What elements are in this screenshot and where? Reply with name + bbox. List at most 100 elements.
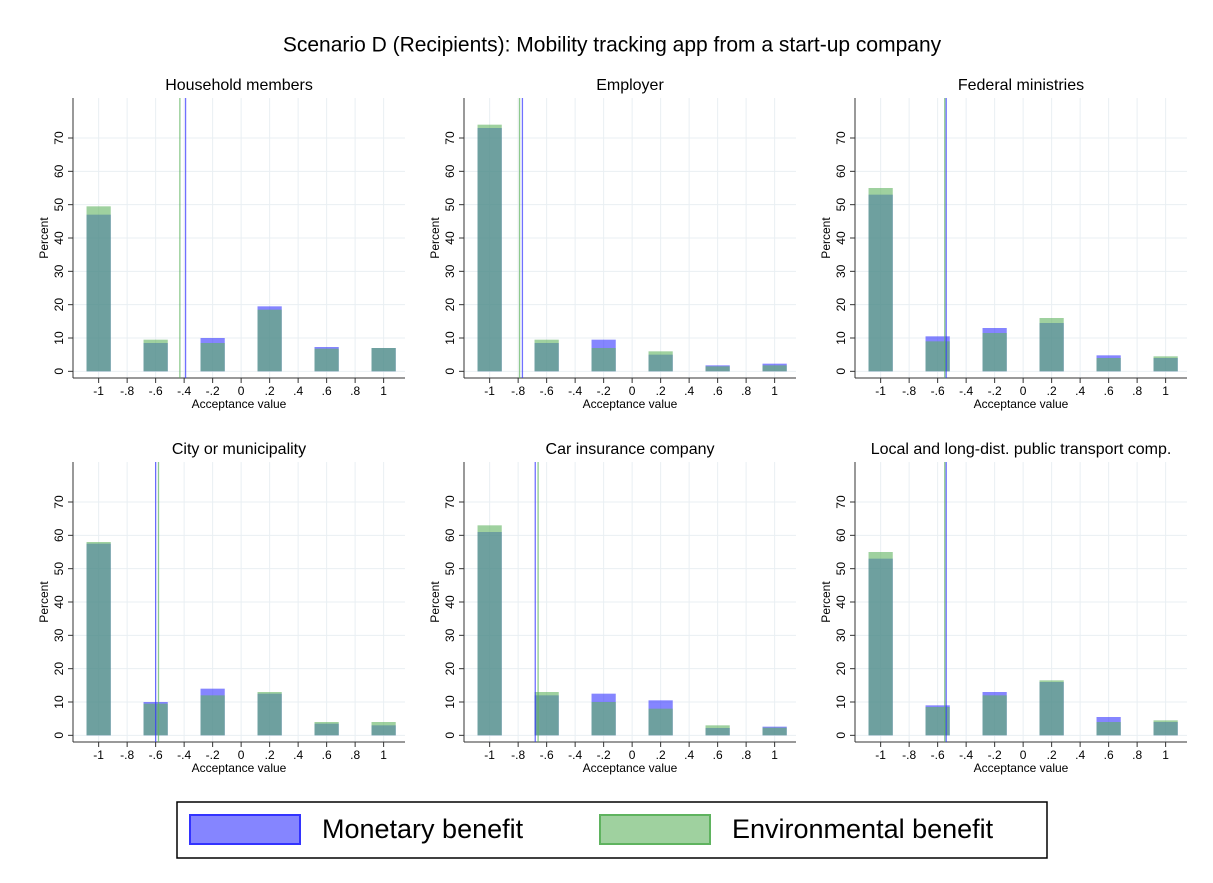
x-tick-label: -.8: [511, 748, 525, 762]
x-tick-label: -.4: [568, 384, 582, 398]
y-tick-label: 40: [443, 595, 457, 609]
x-axis-label: Acceptance value: [192, 761, 287, 775]
y-tick-label: 70: [834, 495, 848, 509]
x-tick-label: -.4: [177, 748, 191, 762]
x-tick-label: 1: [771, 384, 778, 398]
x-tick-label: .4: [1075, 384, 1085, 398]
bar: [705, 366, 730, 372]
y-tick-label: 0: [834, 732, 848, 739]
y-tick-label: 40: [52, 231, 66, 245]
x-tick-label: .6: [322, 384, 332, 398]
y-tick-label: 50: [52, 562, 66, 576]
y-tick-label: 30: [52, 264, 66, 278]
bar: [257, 309, 282, 372]
legend-key: [599, 814, 711, 845]
y-axis-label: Percent: [37, 581, 51, 623]
y-axis-label: Percent: [428, 217, 442, 259]
bar: [86, 206, 111, 372]
y-tick-label: 10: [52, 695, 66, 709]
y-tick-label: 0: [443, 732, 457, 739]
x-tick-label: 0: [1020, 748, 1027, 762]
y-tick-label: 50: [834, 562, 848, 576]
bar: [257, 692, 282, 736]
x-tick-label: .4: [293, 384, 303, 398]
y-tick-label: 20: [443, 298, 457, 312]
x-tick-label: -.4: [959, 748, 973, 762]
y-axis-label: Percent: [428, 581, 442, 623]
x-tick-label: .6: [322, 748, 332, 762]
x-tick-label: -.6: [540, 384, 554, 398]
y-axis-label: Percent: [37, 217, 51, 259]
y-tick-label: 70: [52, 495, 66, 509]
y-axis-label: Percent: [819, 217, 833, 259]
bar: [648, 351, 673, 372]
x-tick-label: .8: [741, 748, 751, 762]
x-tick-label: -.4: [568, 748, 582, 762]
bar: [1153, 720, 1178, 736]
y-tick-label: 20: [52, 662, 66, 676]
x-tick-label: -.2: [597, 384, 611, 398]
bar: [143, 339, 168, 372]
legend-key: [189, 814, 301, 845]
y-tick-label: 40: [52, 595, 66, 609]
x-tick-label: -1: [875, 384, 886, 398]
y-tick-label: 50: [834, 198, 848, 212]
y-tick-label: 60: [52, 164, 66, 178]
y-tick-label: 40: [834, 595, 848, 609]
x-tick-label: .4: [1075, 748, 1085, 762]
bar: [477, 525, 502, 736]
bar: [868, 552, 893, 736]
legend-label: Environmental benefit: [732, 814, 994, 844]
y-tick-label: 0: [52, 732, 66, 739]
bar: [762, 727, 787, 736]
x-tick-label: .8: [1132, 748, 1142, 762]
x-tick-label: .8: [350, 748, 360, 762]
bar: [705, 725, 730, 736]
figure-title: Scenario D (Recipients): Mobility tracki…: [283, 34, 942, 57]
y-tick-label: 20: [443, 662, 457, 676]
x-tick-label: -1: [484, 748, 495, 762]
bar: [314, 722, 339, 736]
y-tick-label: 30: [52, 628, 66, 642]
x-tick-label: -.8: [120, 748, 134, 762]
bar: [200, 695, 225, 736]
y-tick-label: 30: [834, 264, 848, 278]
panel-title: Car insurance company: [546, 441, 715, 458]
x-tick-label: -.8: [902, 384, 916, 398]
panel-title: Federal ministries: [958, 77, 1084, 94]
x-tick-label: -.2: [988, 748, 1002, 762]
x-tick-label: -.4: [959, 384, 973, 398]
x-tick-label: -.2: [206, 748, 220, 762]
x-tick-label: -.6: [931, 748, 945, 762]
x-tick-label: -.6: [540, 748, 554, 762]
x-tick-label: .2: [265, 384, 275, 398]
x-tick-label: .6: [1104, 748, 1114, 762]
panel-title: Employer: [596, 77, 664, 94]
y-tick-label: 60: [52, 528, 66, 542]
y-tick-label: 30: [834, 628, 848, 642]
y-tick-label: 30: [443, 264, 457, 278]
x-tick-label: -1: [93, 384, 104, 398]
x-tick-label: 1: [1162, 384, 1169, 398]
y-tick-label: 10: [443, 695, 457, 709]
y-tick-label: 20: [52, 298, 66, 312]
bar: [591, 702, 616, 736]
x-tick-label: .2: [656, 748, 666, 762]
x-tick-label: -.6: [149, 748, 163, 762]
x-tick-label: -.8: [511, 384, 525, 398]
x-tick-label: .6: [713, 748, 723, 762]
panel-title: City or municipality: [172, 441, 306, 458]
x-tick-label: 0: [629, 748, 636, 762]
x-tick-label: 0: [1020, 384, 1027, 398]
x-axis-label: Acceptance value: [192, 397, 287, 411]
x-tick-label: 1: [1162, 748, 1169, 762]
x-tick-label: .4: [684, 384, 694, 398]
x-tick-label: .2: [265, 748, 275, 762]
x-tick-label: -.6: [149, 384, 163, 398]
x-axis-label: Acceptance value: [974, 397, 1069, 411]
bar: [591, 348, 616, 372]
x-tick-label: .4: [293, 748, 303, 762]
bar: [762, 365, 787, 372]
x-tick-label: -.2: [988, 384, 1002, 398]
